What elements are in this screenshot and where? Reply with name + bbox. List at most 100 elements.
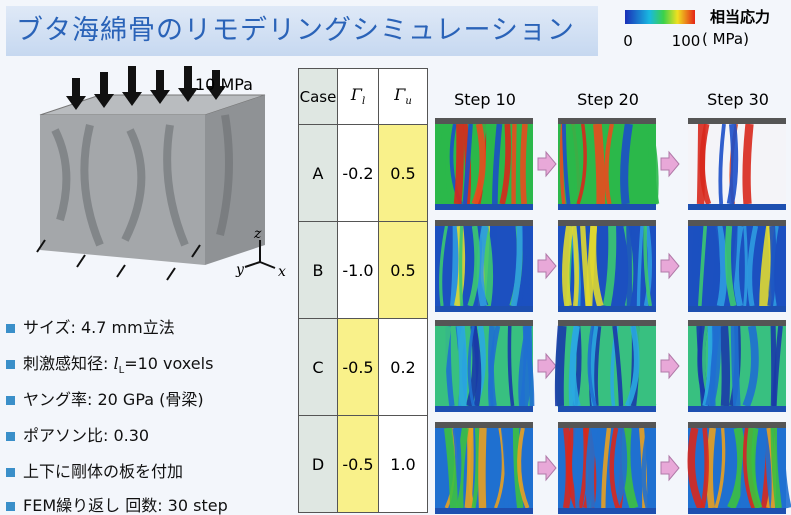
symbol: Γ xyxy=(351,85,362,104)
strut xyxy=(566,226,570,306)
cell: -1.0 xyxy=(338,222,379,319)
plate xyxy=(435,320,533,326)
strut xyxy=(624,124,629,204)
simulation-image xyxy=(558,220,656,312)
colorbar-min: 0 xyxy=(623,32,633,50)
arrow xyxy=(538,152,556,176)
strut xyxy=(576,124,579,204)
cell: 1.0 xyxy=(379,416,428,513)
slide: ブタ海綿骨のリモデリングシミュレーション 相当応力 0 100 ( MPa) xyxy=(0,0,791,515)
header-cell: Case xyxy=(299,69,338,125)
row: D-0.51.0 xyxy=(299,416,428,513)
bullet: ヤング率: 20 GPa (骨梁) xyxy=(6,386,204,410)
row: B-1.00.5 xyxy=(299,222,428,319)
cell: 0.5 xyxy=(379,222,428,319)
plate xyxy=(435,406,533,412)
plate xyxy=(558,220,656,226)
cell: -0.2 xyxy=(338,125,379,222)
arrow xyxy=(661,456,679,480)
plate xyxy=(435,306,533,312)
strut xyxy=(747,124,750,204)
colorbar-label: 相当応力 xyxy=(710,8,770,26)
subscript: l xyxy=(362,97,365,108)
plate xyxy=(558,320,656,326)
strut xyxy=(745,226,747,306)
simulation-image xyxy=(435,320,533,412)
plate xyxy=(558,508,656,514)
simulation-image xyxy=(558,320,656,412)
strut xyxy=(461,326,464,406)
bullet: 上下に剛体の板を付加 xyxy=(6,458,183,482)
strut xyxy=(574,226,577,306)
plate xyxy=(558,406,656,412)
plate xyxy=(558,118,656,124)
colorbar-max: 100 xyxy=(672,32,701,50)
plate xyxy=(688,306,786,312)
bullet: サイズ: 4.7 mm立法 xyxy=(6,314,175,338)
strut xyxy=(781,428,788,508)
simulation-image xyxy=(688,118,786,210)
plate xyxy=(558,306,656,312)
load-label: 10 MPa xyxy=(195,75,253,94)
arrow xyxy=(538,456,556,480)
strut xyxy=(773,326,774,406)
axis-x: x xyxy=(278,264,286,280)
strut xyxy=(575,428,577,508)
strut xyxy=(724,326,726,406)
strut xyxy=(590,428,594,508)
bullet: ポアソン比: 0.30 xyxy=(6,422,149,446)
arrow xyxy=(661,254,679,278)
simulation-image xyxy=(558,118,656,210)
cell: A xyxy=(299,125,338,222)
plate xyxy=(558,204,656,210)
simulation-image xyxy=(688,422,788,514)
plate xyxy=(688,406,786,412)
plate xyxy=(435,118,533,124)
axis-z: z xyxy=(253,226,262,242)
simulation-image xyxy=(688,220,786,312)
bullet-text: =10 voxels xyxy=(124,354,213,373)
strut xyxy=(770,226,773,306)
colorbar-unit: ( MPa) xyxy=(702,30,749,48)
simulation-image xyxy=(435,422,533,514)
simulation-image xyxy=(435,118,533,210)
simulation-image xyxy=(558,422,656,514)
header-cell: Γl xyxy=(338,69,379,125)
colorbar xyxy=(625,10,695,24)
subscript: u xyxy=(405,97,411,108)
bullet: FEM繰り返し 回数: 30 step xyxy=(6,492,228,515)
header-row: Case Γl Γu xyxy=(299,69,428,125)
strut xyxy=(730,124,734,204)
strut xyxy=(482,428,483,508)
strut xyxy=(468,428,471,508)
cell: D xyxy=(299,416,338,513)
strut xyxy=(523,124,525,204)
header-cell: Γu xyxy=(379,69,428,125)
bone-model xyxy=(37,66,275,280)
strut xyxy=(458,124,461,204)
strut xyxy=(701,124,702,204)
cell: -0.5 xyxy=(338,319,379,416)
cell: 0.5 xyxy=(379,125,428,222)
arrow xyxy=(538,354,556,378)
step-label: Step 30 xyxy=(688,90,788,109)
strut xyxy=(734,326,736,406)
plate xyxy=(688,204,786,210)
arrow xyxy=(661,354,679,378)
plate xyxy=(688,508,786,514)
step-label: Step 20 xyxy=(558,90,658,109)
cell: B xyxy=(299,222,338,319)
arrow xyxy=(538,254,556,278)
simulation-image xyxy=(435,220,533,312)
plate xyxy=(688,118,786,124)
cell: 0.2 xyxy=(379,319,428,416)
plate xyxy=(435,422,533,428)
plate xyxy=(435,220,533,226)
strut xyxy=(710,428,713,508)
row: C-0.50.2 xyxy=(299,319,428,416)
strut xyxy=(566,428,569,508)
strut xyxy=(597,124,600,204)
symbol: Γ xyxy=(394,85,405,104)
arrow xyxy=(661,152,679,176)
